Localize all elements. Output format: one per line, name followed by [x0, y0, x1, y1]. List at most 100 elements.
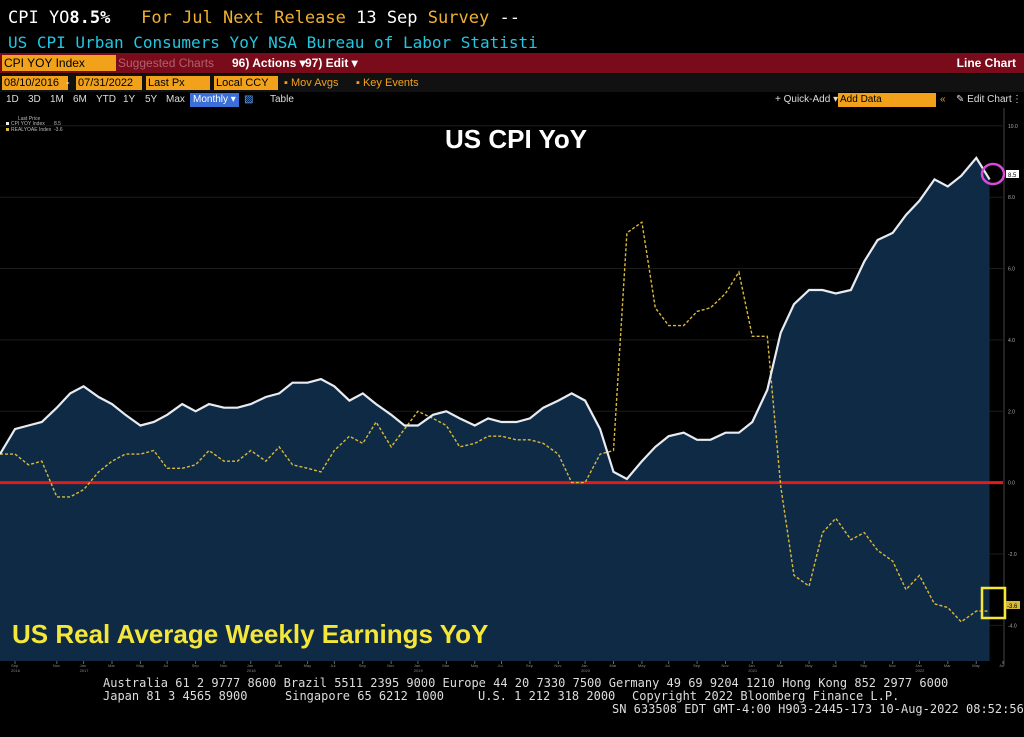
cpi-point	[445, 410, 447, 412]
cpi-point	[918, 200, 920, 202]
footer-us: U.S. 1 212 318 2000	[478, 689, 616, 703]
earnings-point	[905, 588, 907, 590]
price-type-select[interactable]: Last Px	[146, 76, 210, 90]
ticker-label: CPI YO	[8, 8, 70, 28]
period-1d[interactable]: 1D	[6, 94, 19, 105]
earnings-point	[124, 453, 126, 455]
actions-menu[interactable]: 96) Actions ▾	[232, 56, 306, 70]
earnings-point	[835, 517, 837, 519]
frequency-select[interactable]: Monthly ▾	[190, 93, 239, 107]
for-label: For	[141, 8, 172, 28]
edit-menu[interactable]: 97) Edit ▾	[305, 56, 358, 70]
earnings-point	[599, 453, 601, 455]
x-tick-label: Jul	[999, 663, 1004, 668]
field-input[interactable]: CPI YOY Index	[2, 55, 116, 71]
table-button[interactable]: Table	[270, 94, 294, 105]
axis-ticks: 10.0 8.0 6.0 4.0 2.0 0.0 -2.0 -4.0 Sep Nov Jan Mar M…	[11, 124, 1018, 673]
suggested-charts-button[interactable]: Suggested Charts	[118, 56, 215, 70]
cpi-point	[542, 407, 544, 409]
earnings-point	[863, 531, 865, 533]
more-icon[interactable]: ⋮	[1012, 94, 1022, 105]
period-3d[interactable]: 3D	[28, 94, 41, 105]
x-tick-label: Jul	[330, 663, 335, 668]
period-6m[interactable]: 6M	[73, 94, 87, 105]
last-value: 8.5%	[69, 8, 111, 28]
cpi-point	[27, 424, 29, 426]
x-tick-label: Nov	[889, 663, 896, 668]
cpi-point	[641, 460, 643, 462]
earnings-point	[571, 481, 573, 483]
next-release-date: 13 Sep	[356, 8, 418, 28]
earnings-point	[362, 442, 364, 444]
earnings-point	[850, 539, 852, 541]
legend-swatch-earnings	[6, 128, 9, 131]
cpi-point	[236, 407, 238, 409]
start-date-input[interactable]: 08/10/2016	[2, 76, 68, 90]
cpi-point	[124, 414, 126, 416]
earnings-point	[403, 428, 405, 430]
period-ytd[interactable]: YTD	[96, 94, 116, 105]
x-tick-label: May	[304, 663, 312, 668]
cpi-point	[751, 421, 753, 423]
earnings-point	[654, 307, 656, 309]
end-date-input[interactable]: 07/31/2022	[76, 76, 142, 90]
y-tick-label: 2.0	[1008, 409, 1015, 415]
cpi-point	[166, 414, 168, 416]
x-tick-label: Sep	[860, 663, 868, 668]
period-5y[interactable]: 5Y	[145, 94, 158, 105]
x-tick-label: Jan	[80, 663, 86, 668]
x-tick-label: Jan	[581, 663, 587, 668]
cpi-point	[474, 424, 476, 426]
footer-singapore: Singapore 65 6212 1000	[285, 689, 444, 703]
cpi-point	[278, 392, 280, 394]
x-year-label: 2020	[581, 668, 591, 673]
cpi-point	[863, 260, 865, 262]
currency-select[interactable]: Local CCY	[214, 76, 278, 90]
cpi-area-fill	[0, 157, 990, 661]
period-1m[interactable]: 1M	[50, 94, 64, 105]
mov-avgs-toggle[interactable]: ▪ Mov Avgs	[284, 77, 339, 89]
cpi-point	[111, 403, 113, 405]
earnings-point	[333, 449, 335, 451]
earnings-point	[474, 442, 476, 444]
earnings-point	[208, 449, 210, 451]
earnings-last-tag	[1006, 601, 1020, 609]
quick-add-button[interactable]: + Quick-Add ▾	[775, 94, 839, 105]
footer-session: SN 633508 EDT GMT-4:00 H903-2445-173 10-…	[612, 702, 1024, 716]
x-tick-label: Nov	[387, 663, 394, 668]
cpi-point	[333, 385, 335, 387]
collapse-icon[interactable]: «	[940, 94, 946, 105]
y-tick-label: 10.0	[1008, 124, 1018, 130]
chart-title: US CPI YoY	[445, 124, 587, 154]
period-1y[interactable]: 1Y	[123, 94, 136, 105]
mov-avgs-label: Mov Avgs	[290, 77, 339, 89]
legend-cpi-name: CPI YOY Index	[11, 121, 45, 127]
earnings-annotation: US Real Average Weekly Earnings YoY	[12, 619, 488, 649]
earnings-point	[250, 449, 252, 451]
chart-icon[interactable]: ▨	[244, 94, 254, 105]
cpi-point	[557, 399, 559, 401]
add-data-input[interactable]: Add Data	[838, 93, 936, 107]
earnings-point	[236, 460, 238, 462]
cpi-point	[975, 157, 977, 159]
period-max[interactable]: Max	[166, 94, 185, 105]
earnings-point	[487, 435, 489, 437]
cpi-point	[850, 289, 852, 291]
x-tick-label: May	[136, 663, 144, 668]
cpi-point	[571, 392, 573, 394]
legend-earnings-value: -3.6	[54, 127, 63, 133]
survey-label: Survey	[427, 8, 490, 28]
y-tick-label: -4.0	[1008, 623, 1017, 629]
cpi-last-label: 8.5	[1008, 173, 1017, 179]
security-description: US CPI Urban Consumers YoY NSA Bureau of…	[8, 33, 538, 52]
edit-chart-button[interactable]: ✎ Edit Chart	[956, 94, 1012, 105]
cpi-point	[459, 417, 461, 419]
x-tick-label: Mar	[610, 663, 618, 668]
x-tick-label: Jan	[247, 663, 253, 668]
earnings-point	[612, 449, 614, 451]
earnings-point	[975, 610, 977, 612]
key-events-toggle[interactable]: ▪ Key Events	[356, 77, 419, 89]
cpi-point	[654, 446, 656, 448]
x-tick-label: Sep	[192, 663, 200, 668]
x-tick-label: Jul	[832, 663, 837, 668]
